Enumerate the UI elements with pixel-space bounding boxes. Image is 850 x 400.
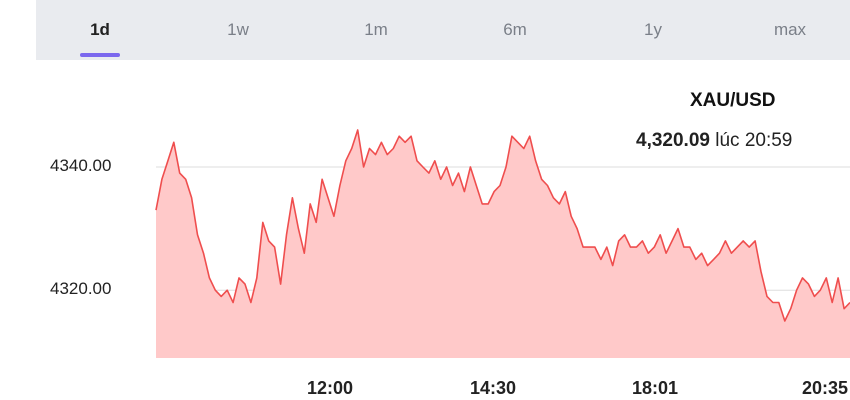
tab-1w[interactable]: 1w bbox=[198, 0, 278, 60]
active-tab-indicator bbox=[80, 53, 120, 57]
symbol-label: XAU/USD bbox=[690, 90, 776, 111]
y-tick-label: 4340.00 bbox=[50, 155, 112, 175]
tab-1m[interactable]: 1m bbox=[336, 0, 416, 60]
tab-max[interactable]: max bbox=[750, 0, 830, 60]
tab-label: 1w bbox=[227, 20, 249, 39]
timeframe-tabbar bbox=[36, 0, 850, 60]
current-price: 4,320.09 bbox=[636, 130, 710, 151]
tab-label: 1y bbox=[644, 20, 662, 39]
x-tick-label: 14:30 bbox=[469, 378, 517, 398]
x-tick-label: 20:35 bbox=[801, 378, 849, 398]
tab-6m[interactable]: 6m bbox=[475, 0, 555, 60]
tab-label: 6m bbox=[503, 20, 527, 39]
price-quote: 4,320.09 lúc 20:59 bbox=[636, 130, 792, 152]
quote-time: 20:59 bbox=[744, 130, 793, 151]
price-line bbox=[155, 129, 850, 322]
x-tick-label: 12:00 bbox=[306, 378, 354, 398]
x-tick-label: 18:01 bbox=[631, 378, 679, 398]
price-area-fill bbox=[156, 130, 850, 358]
y-tick-label: 4320.00 bbox=[50, 279, 112, 299]
time-prefix: lúc bbox=[715, 130, 740, 151]
tab-1y[interactable]: 1y bbox=[613, 0, 693, 60]
tab-label: 1d bbox=[90, 20, 110, 39]
tab-label: 1m bbox=[364, 20, 388, 39]
tab-label: max bbox=[773, 20, 807, 39]
tab-1d[interactable]: 1d bbox=[60, 0, 140, 60]
